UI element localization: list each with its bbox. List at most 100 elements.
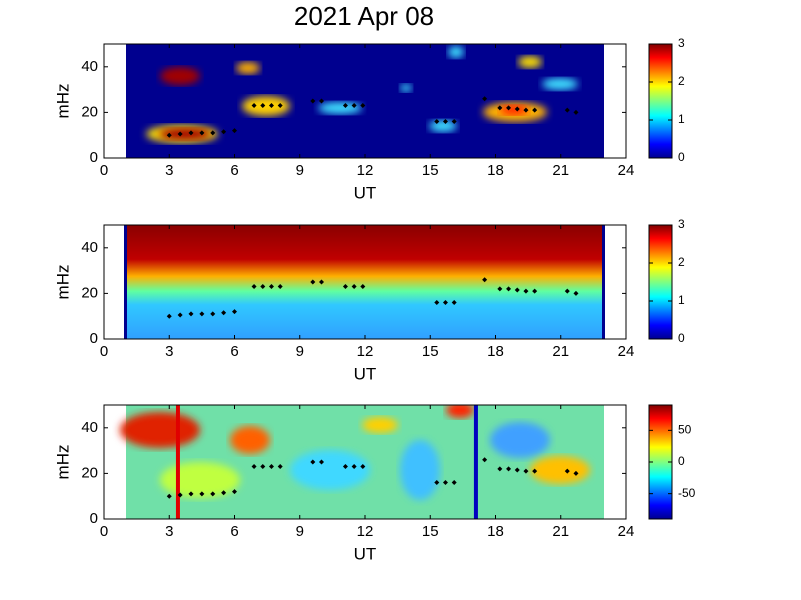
colorbar-label: 2 (678, 255, 685, 269)
heatmap-blob (542, 78, 578, 90)
data-point (210, 311, 216, 317)
data-point (177, 131, 183, 137)
heatmap-blob (318, 102, 362, 114)
x-tick-label: 15 (422, 162, 439, 179)
data-point (514, 287, 520, 293)
data-point (188, 311, 194, 317)
data-point (210, 491, 216, 497)
heatmap-blob (230, 426, 270, 454)
y-tick-label: 40 (81, 239, 98, 256)
data-point (232, 309, 237, 315)
data-point (310, 459, 316, 465)
data-point (482, 96, 488, 102)
x-tick-label: 9 (296, 343, 304, 360)
x-tick-label: 15 (422, 523, 439, 540)
heatmap-blob (242, 96, 290, 116)
x-tick-label: 18 (487, 343, 504, 360)
data-point (166, 493, 172, 499)
x-tick-label: 0 (100, 343, 108, 360)
colorbar-label: 1 (678, 112, 685, 126)
data-point (166, 313, 172, 319)
data-point (166, 132, 172, 138)
data-point (497, 286, 503, 292)
heatmap-blob (446, 405, 474, 418)
data-point (199, 311, 205, 317)
x-tick-label: 9 (296, 162, 304, 179)
plot-area (124, 225, 605, 339)
colorbar (649, 405, 672, 519)
x-tick-label: 24 (618, 343, 635, 360)
data-point (319, 279, 324, 285)
x-tick-label: 0 (100, 162, 108, 179)
heatmap-blob (530, 456, 590, 484)
colorbar (649, 44, 672, 158)
x-tick-label: 12 (357, 343, 374, 360)
data-point (319, 98, 324, 104)
data-point (451, 480, 457, 486)
data-point (451, 300, 457, 306)
colorbar-label: -50 (678, 486, 696, 500)
heatmap-edge (124, 225, 127, 339)
heatmap-blob (448, 46, 464, 58)
data-point (351, 284, 357, 290)
colorbar-box (648, 43, 673, 159)
colorbar-label: 2 (678, 74, 685, 88)
data-point (342, 284, 348, 290)
heatmap-blob (518, 56, 542, 68)
data-point (523, 468, 529, 474)
y-tick-label: 40 (81, 58, 98, 75)
data-point (532, 107, 538, 113)
data-point (251, 464, 257, 470)
x-axis-label: UT (354, 364, 377, 383)
data-point (277, 284, 283, 290)
data-point (221, 490, 227, 496)
data-point (177, 492, 183, 498)
data-point (221, 129, 227, 135)
x-tick-label: 6 (230, 162, 238, 179)
data-point (260, 464, 266, 470)
data-point (221, 310, 227, 316)
x-axis-label: UT (354, 183, 377, 202)
colorbar-label: 50 (678, 423, 692, 437)
y-axis-label: mHz (53, 84, 72, 119)
x-tick-label: 12 (357, 523, 374, 540)
colorbar-label: 0 (678, 331, 685, 345)
data-point (497, 105, 503, 111)
x-tick-label: 21 (552, 343, 569, 360)
colorbar-label: 3 (678, 36, 685, 50)
y-tick-label: 40 (81, 419, 98, 436)
x-tick-label: 9 (296, 523, 304, 540)
data-point (232, 128, 237, 134)
data-point (514, 467, 520, 473)
data-point (251, 284, 257, 290)
x-tick-label: 3 (165, 162, 173, 179)
x-tick-label: 6 (230, 523, 238, 540)
data-point (573, 109, 579, 115)
data-point (360, 103, 366, 109)
data-point (277, 464, 283, 470)
data-point (532, 288, 538, 294)
data-point (482, 457, 488, 463)
y-axis-label: mHz (53, 445, 72, 480)
data-point (434, 300, 440, 306)
data-point (564, 107, 570, 113)
x-tick-label: 18 (487, 523, 504, 540)
data-point (351, 103, 357, 109)
heatmap-blob (236, 62, 260, 74)
data-point (564, 288, 570, 294)
data-point (268, 464, 274, 470)
data-point (573, 470, 579, 476)
x-tick-label: 15 (422, 343, 439, 360)
heatmap-blob (362, 417, 398, 433)
data-point (310, 279, 316, 285)
y-axis-label: mHz (53, 265, 72, 300)
x-tick-label: 21 (552, 162, 569, 179)
heatmap-bg (126, 225, 604, 339)
x-tick-label: 0 (100, 523, 108, 540)
x-tick-label: 3 (165, 523, 173, 540)
plot-area (126, 44, 604, 158)
colorbar-label: 0 (678, 454, 685, 468)
y-tick-label: 0 (90, 330, 98, 347)
x-tick-label: 6 (230, 343, 238, 360)
data-point (506, 466, 512, 472)
